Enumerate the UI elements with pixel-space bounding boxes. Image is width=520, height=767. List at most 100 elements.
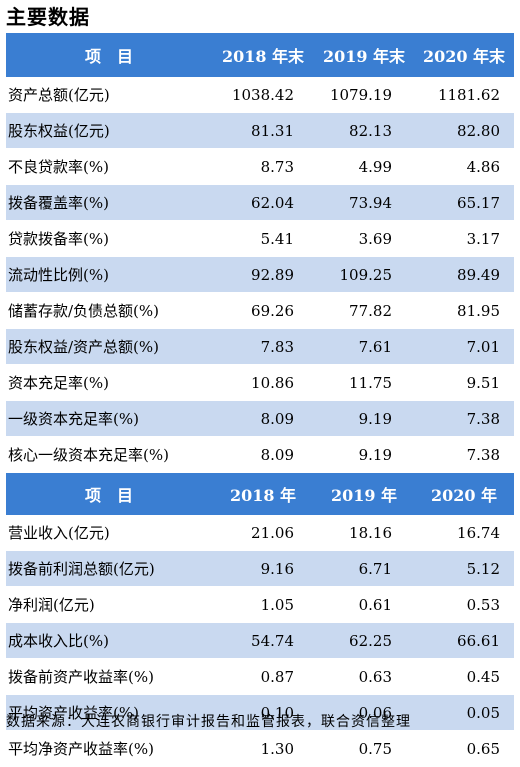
- row-value: 5.12: [414, 550, 514, 587]
- row-value: 8.73: [212, 148, 314, 185]
- row-value: 81.31: [212, 112, 314, 149]
- row-value: 0.61: [314, 586, 414, 623]
- header-year-2: 2019 年末: [314, 33, 414, 77]
- row-label: 股东权益(亿元): [6, 112, 212, 149]
- table-row: 资产总额(亿元) 1038.42 1079.19 1181.62: [6, 77, 514, 113]
- row-label: 拨备前利润总额(亿元): [6, 550, 212, 587]
- row-value: 81.95: [414, 292, 514, 329]
- row-label: 贷款拨备率(%): [6, 220, 212, 257]
- row-value: 0.10: [212, 694, 314, 731]
- row-value: 8.09: [212, 400, 314, 437]
- row-value: 62.04: [212, 184, 314, 221]
- row-label: 拨备前资产收益率(%): [6, 658, 212, 695]
- row-value: 62.25: [314, 622, 414, 659]
- row-value: 6.71: [314, 550, 414, 587]
- table-row: 资本充足率(%) 10.86 11.75 9.51: [6, 364, 514, 401]
- row-value: 82.13: [314, 112, 414, 149]
- row-value: 7.38: [414, 436, 514, 473]
- table-row: 平均资产收益率(%) 0.10 0.06 0.05: [6, 694, 514, 731]
- header-year-1: 2018 年末: [212, 33, 314, 77]
- row-label: 股东权益/资产总额(%): [6, 328, 212, 365]
- header-item-label: 项 目: [6, 472, 212, 515]
- row-value: 3.17: [414, 220, 514, 257]
- page-title: 主要数据: [6, 5, 90, 29]
- row-value: 4.86: [414, 148, 514, 185]
- row-label: 拨备覆盖率(%): [6, 184, 212, 221]
- table-row: 平均净资产收益率(%) 1.30 0.75 0.65: [6, 730, 514, 767]
- row-value: 89.49: [414, 256, 514, 293]
- table-row: 净利润(亿元) 1.05 0.61 0.53: [6, 586, 514, 623]
- row-value: 65.17: [414, 184, 514, 221]
- table-row: 成本收入比(%) 54.74 62.25 66.61: [6, 622, 514, 659]
- row-value: 66.61: [414, 622, 514, 659]
- row-value: 5.41: [212, 220, 314, 257]
- table-row: 股东权益/资产总额(%) 7.83 7.61 7.01: [6, 328, 514, 365]
- table-row: 贷款拨备率(%) 5.41 3.69 3.17: [6, 220, 514, 257]
- header-year-2: 2019 年: [314, 472, 414, 515]
- row-label: 资本充足率(%): [6, 364, 212, 401]
- header-year-3: 2020 年: [414, 472, 514, 515]
- header-year-3: 2020 年末: [414, 33, 514, 77]
- row-value: 0.65: [414, 730, 514, 767]
- row-value: 3.69: [314, 220, 414, 257]
- table-row: 核心一级资本充足率(%) 8.09 9.19 7.38: [6, 436, 514, 473]
- row-label: 不良贷款率(%): [6, 148, 212, 185]
- row-value: 8.09: [212, 436, 314, 473]
- row-value: 82.80: [414, 112, 514, 149]
- row-value: 9.19: [314, 436, 414, 473]
- row-value: 0.45: [414, 658, 514, 695]
- row-value: 9.16: [212, 550, 314, 587]
- header-year-1: 2018 年: [212, 472, 314, 515]
- row-value: 16.74: [414, 515, 514, 551]
- row-value: 0.63: [314, 658, 414, 695]
- table-row: 拨备覆盖率(%) 62.04 73.94 65.17: [6, 184, 514, 221]
- row-value: 9.19: [314, 400, 414, 437]
- row-value: 7.01: [414, 328, 514, 365]
- table-row: 流动性比例(%) 92.89 109.25 89.49: [6, 256, 514, 293]
- row-value: 69.26: [212, 292, 314, 329]
- row-value: 1181.62: [414, 77, 514, 113]
- row-value: 4.99: [314, 148, 414, 185]
- table-row: 拨备前利润总额(亿元) 9.16 6.71 5.12: [6, 550, 514, 587]
- header-item-label: 项 目: [6, 33, 212, 77]
- row-label: 核心一级资本充足率(%): [6, 436, 212, 473]
- income-header-row: 项 目 2018 年 2019 年 2020 年: [6, 472, 514, 515]
- data-source-note: 数据来源：大连农商银行审计报告和监管报表，联合资信整理: [6, 714, 411, 730]
- row-label: 平均净资产收益率(%): [6, 730, 212, 767]
- row-label: 储蓄存款/负债总额(%): [6, 292, 212, 329]
- row-label: 成本收入比(%): [6, 622, 212, 659]
- row-value: 10.86: [212, 364, 314, 401]
- row-value: 21.06: [212, 515, 314, 551]
- row-value: 1079.19: [314, 77, 414, 113]
- table-row: 营业收入(亿元) 21.06 18.16 16.74: [6, 515, 514, 551]
- table-row: 股东权益(亿元) 81.31 82.13 82.80: [6, 112, 514, 149]
- table-row: 拨备前资产收益率(%) 0.87 0.63 0.45: [6, 658, 514, 695]
- row-value: 109.25: [314, 256, 414, 293]
- row-label: 一级资本充足率(%): [6, 400, 212, 437]
- row-label: 平均资产收益率(%): [6, 694, 212, 731]
- row-value: 18.16: [314, 515, 414, 551]
- row-label: 资产总额(亿元): [6, 77, 212, 113]
- row-value: 0.75: [314, 730, 414, 767]
- row-value: 0.87: [212, 658, 314, 695]
- main-data-table: 项 目 2018 年末 2019 年末 2020 年末 资产总额(亿元) 1038.42 1…: [6, 33, 514, 767]
- row-label: 流动性比例(%): [6, 256, 212, 293]
- table-row: 储蓄存款/负债总额(%) 69.26 77.82 81.95: [6, 292, 514, 329]
- row-value: 7.83: [212, 328, 314, 365]
- row-value: 73.94: [314, 184, 414, 221]
- row-value: 11.75: [314, 364, 414, 401]
- balance-header-row: 项 目 2018 年末 2019 年末 2020 年末: [6, 33, 514, 77]
- row-label: 营业收入(亿元): [6, 515, 212, 551]
- table-row: 一级资本充足率(%) 8.09 9.19 7.38: [6, 400, 514, 437]
- row-value: 0.53: [414, 586, 514, 623]
- row-value: 1038.42: [212, 77, 314, 113]
- row-label: 净利润(亿元): [6, 586, 212, 623]
- row-value: 7.38: [414, 400, 514, 437]
- row-value: 1.05: [212, 586, 314, 623]
- row-value: 77.82: [314, 292, 414, 329]
- table-row: 不良贷款率(%) 8.73 4.99 4.86: [6, 148, 514, 185]
- row-value: 1.30: [212, 730, 314, 767]
- row-value: 0.05: [414, 694, 514, 731]
- row-value: 92.89: [212, 256, 314, 293]
- row-value: 0.06: [314, 694, 414, 731]
